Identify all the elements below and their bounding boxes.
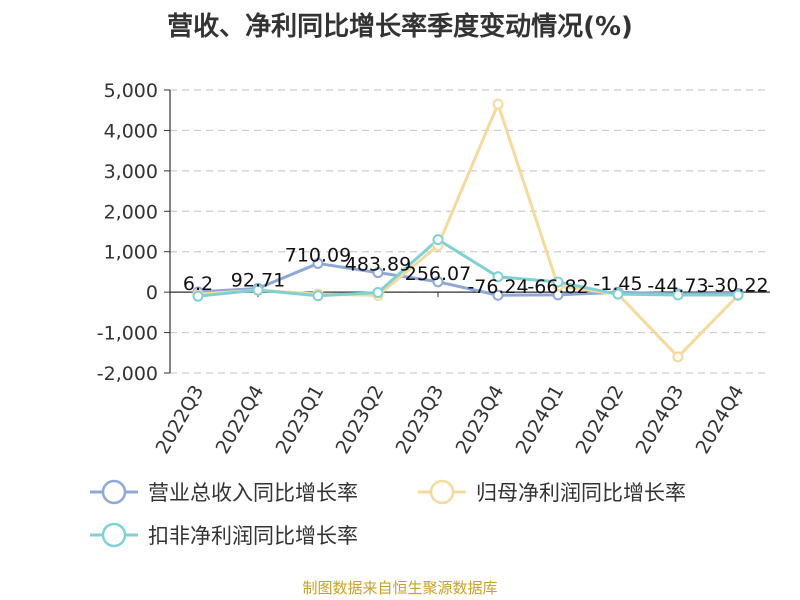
y-tick-label: 3,000 [104, 161, 158, 183]
y-tick-label: 1,000 [104, 242, 158, 264]
y-tick-label: 5,000 [104, 80, 158, 102]
series-lines [197, 102, 740, 359]
data-label: 6.2 [183, 273, 213, 295]
x-tick-label: 2023Q2 [332, 382, 389, 458]
x-tick-label: 2024Q4 [692, 382, 749, 458]
data-point [372, 287, 384, 299]
y-tick-label: 2,000 [104, 201, 158, 223]
y-tick-label: 0 [146, 282, 158, 304]
x-tick-label: 2023Q3 [392, 382, 449, 458]
data-label: 92.71 [231, 269, 285, 291]
data-point [672, 351, 684, 363]
x-tick-label: 2022Q4 [212, 382, 269, 458]
data-point [432, 276, 444, 288]
data-point [252, 284, 264, 296]
chart-title: 营收、净利同比增长率季度变动情况(%) [167, 12, 633, 42]
x-tick-label: 2023Q1 [272, 382, 329, 458]
x-tick-label: 2024Q3 [632, 382, 689, 458]
data-point [732, 289, 744, 301]
data-point [432, 234, 444, 246]
legend-marker-icon [429, 479, 455, 505]
grid-lines [170, 89, 770, 374]
data-point [492, 289, 504, 301]
data-label: -30.22 [707, 274, 768, 296]
x-tick-label: 2024Q2 [572, 382, 629, 458]
y-tick-label: 4,000 [104, 120, 158, 142]
data-point [192, 290, 204, 302]
data-point [372, 267, 384, 279]
legend-label: 扣非净利润同比增长率 [148, 524, 358, 548]
y-tick-label: -2,000 [97, 363, 158, 385]
legend-item[interactable]: 营业总收入同比增长率 [90, 479, 358, 505]
data-points [192, 98, 744, 363]
data-label: -76.24 [467, 276, 528, 298]
data-point [492, 98, 504, 110]
series-line [197, 102, 740, 359]
x-tick-label: 2022Q3 [152, 382, 209, 458]
legend-item[interactable]: 归母净利润同比增长率 [418, 479, 686, 505]
data-label: -66.82 [527, 276, 588, 298]
y-tick-label: -1,000 [97, 323, 158, 345]
data-point [612, 288, 624, 300]
data-label: 710.09 [285, 244, 351, 266]
data-source-note: 制图数据来自恒生聚源数据库 [302, 579, 498, 597]
legend-label: 归母净利润同比增长率 [476, 481, 686, 505]
data-point [312, 290, 324, 302]
data-label: 483.89 [345, 254, 411, 276]
legend-marker-icon [101, 479, 127, 505]
legend-marker-icon [101, 522, 127, 548]
legend-label: 营业总收入同比增长率 [148, 481, 358, 505]
data-point [552, 276, 564, 288]
x-tick-label: 2024Q1 [512, 382, 569, 458]
data-point [672, 289, 684, 301]
data-label: 256.07 [405, 263, 471, 285]
x-tick-label: 2023Q4 [452, 382, 509, 458]
data-point [492, 271, 504, 283]
data-point [312, 257, 324, 269]
series-line [197, 238, 738, 298]
data-label: -44.73 [647, 275, 708, 297]
data-label: -1.45 [593, 273, 642, 295]
legend-item[interactable]: 扣非净利润同比增长率 [90, 522, 358, 548]
